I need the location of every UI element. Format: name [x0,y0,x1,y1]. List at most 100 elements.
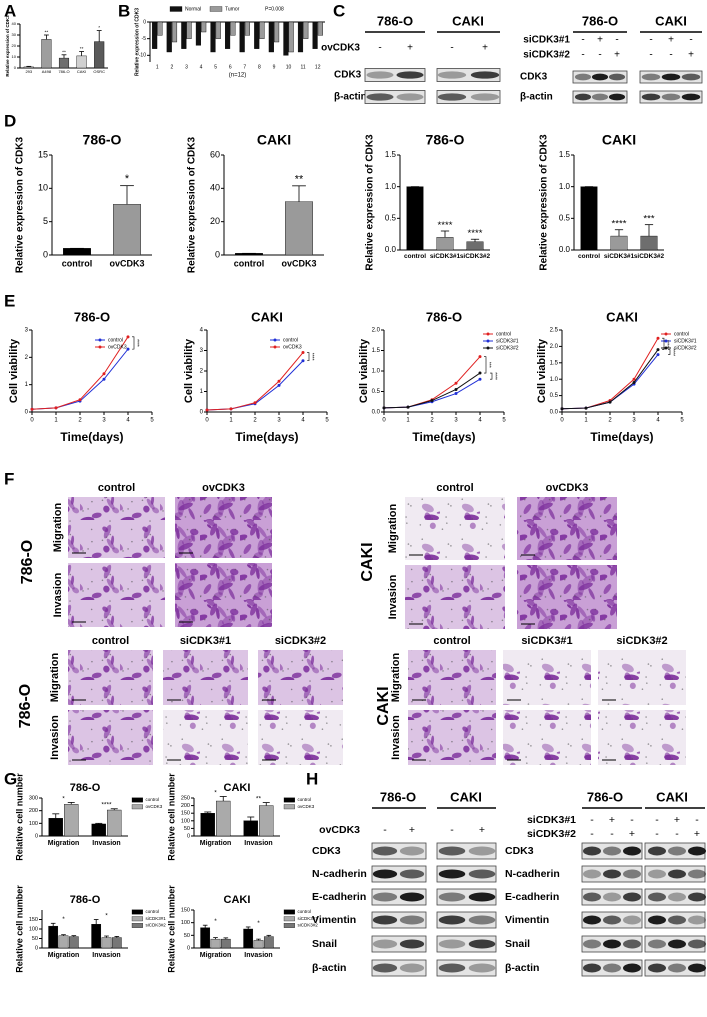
data-point [656,353,660,357]
x-tick-label: 3 [454,418,458,424]
significance: * [98,25,100,31]
x-tick-label: 2 [430,418,434,424]
y-tick-label: 0 [215,249,220,259]
panel-label: C [333,1,345,20]
row-label: Snail [312,938,337,950]
row-label: Migration [52,502,64,552]
column-label: control [436,482,473,494]
row-label: Vimentin [312,914,356,926]
data-point [608,400,612,404]
significance: ** [80,46,84,52]
significance: **** [612,219,627,230]
bar [157,21,163,36]
legend-swatch [283,797,295,803]
blot-band [623,963,641,973]
micrograph [517,565,617,629]
blot-band [437,93,467,101]
y-tick-label: 200 [181,803,190,809]
micrograph [68,650,153,705]
x-tick-label: 0 [30,418,34,424]
y-tick-label: 100 [181,818,190,824]
legend-label: control [283,337,298,343]
y-axis-label: Relative cell number [166,885,176,973]
y-tick-label: 150 [181,811,190,817]
row-label: Vimentin [505,914,549,926]
micrograph [598,710,686,765]
row-label: E-cadherin [505,891,559,903]
x-tick-label: 1 [406,418,410,424]
bar [317,21,323,36]
blot-band [438,939,466,949]
y-tick-label: 0 [43,249,48,259]
blot-band [591,73,609,81]
significance: * [105,912,108,919]
significance: * [257,920,260,927]
treatment-sign: + [407,43,413,54]
legend-marker [664,346,668,350]
x-tick-label: 11 [301,64,306,70]
y-tick-label: -10 [139,53,146,59]
micrograph [408,710,496,765]
treatment-sign: + [409,824,415,836]
data-point [454,381,458,385]
row-label: Invasion [49,715,61,760]
panel-label: B [118,1,130,20]
blot-band [688,915,706,925]
y-tick-label: 1 [200,389,204,395]
column-label: siCDK3#1 [180,635,231,647]
blot-band [399,915,425,925]
x-tick-label: Invasion [92,952,120,959]
data-point [229,407,233,411]
data-point [454,387,458,391]
blot-band [648,846,666,856]
panel-label: H [306,769,318,788]
x-tick-label: 2 [170,64,173,70]
blot-band [608,73,626,81]
treatment-sign: - [630,814,634,826]
treatment-label: siCDK3#1 [527,814,576,826]
treatment-sign: + [674,814,680,826]
significance: **** [134,339,140,347]
bar [230,21,236,36]
data-point [584,406,588,410]
panel-label: G [4,769,17,788]
y-tick-label: 0.0 [372,410,381,416]
chart-title: 786-O [83,132,122,148]
blot-band [668,963,686,973]
row-label: β-actin [505,962,539,974]
x-tick-label: siCDK3#2 [460,253,491,260]
x-tick-label: 1 [156,64,159,70]
y-tick-label: 250 [181,795,190,801]
column-label: ovCDK3 [546,482,589,494]
data-point [478,371,482,375]
x-tick-label: 5 [150,418,154,424]
x-tick-label: siCDK3#2 [634,253,665,260]
panel-label: A [4,1,16,20]
y-tick-label: 50 [184,933,190,939]
x-tick-label: 1 [229,418,233,424]
significance: **** [664,340,670,348]
legend-swatch [169,6,183,12]
x-tick-label: 5 [325,418,329,424]
micrograph [163,710,248,765]
panel-label: D [4,111,16,130]
row-label: E-cadherin [312,891,366,903]
blot-band [623,846,641,856]
row-label: Migration [390,652,402,702]
blot-band [603,892,621,902]
x-tick-label: 5 [680,418,684,424]
bar [113,204,141,256]
data-point [253,401,257,405]
x-tick-label: 3 [277,418,281,424]
x-tick-label: 9 [273,64,276,70]
bar [259,805,274,837]
bar [64,804,79,837]
bar [263,936,274,949]
y-tick-label: 0.5 [559,213,571,222]
blot-band [470,71,500,79]
treatment-sign: - [581,35,584,46]
series-line [561,337,659,410]
x-axis-label: Time(days) [235,430,298,444]
treatment-sign: - [655,828,659,840]
legend-label: control [108,337,123,343]
